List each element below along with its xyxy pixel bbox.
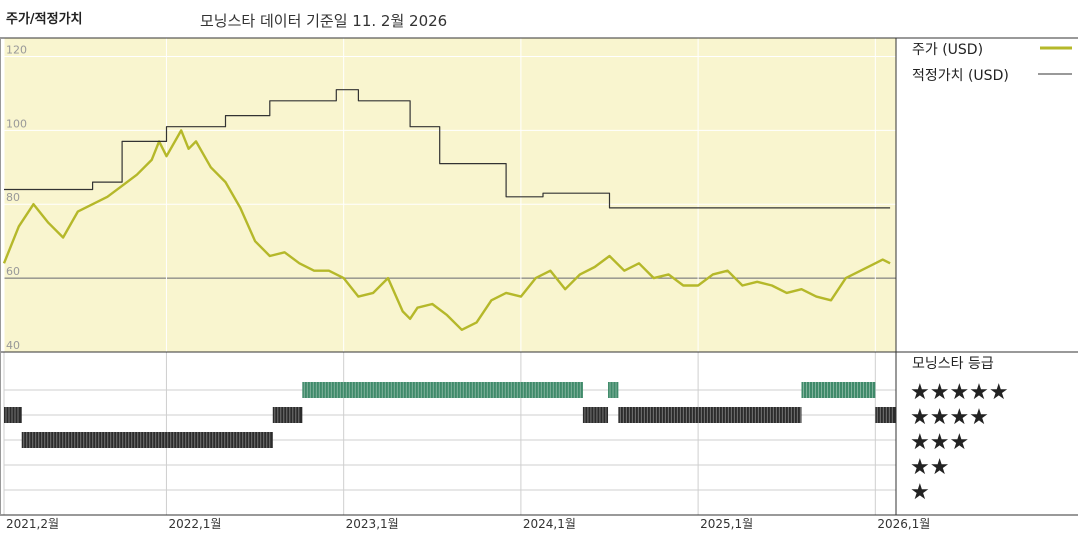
x-tick-label: 2022,1월 [168, 517, 221, 531]
rating-bar-4-star [875, 407, 896, 423]
chart-title: 주가/적정가치 [6, 12, 83, 27]
rating-bar-fill [618, 407, 802, 423]
rating-bar-fill [801, 382, 876, 398]
rating-title: 모닝스타 등급 [912, 356, 994, 372]
rating-bar-fill [4, 407, 22, 423]
rating-bar-5-star [302, 382, 583, 398]
price-panel-background [4, 38, 896, 352]
legend-fair-label: 적정가치 (USD) [912, 68, 1009, 84]
rating-bar-4-star [272, 407, 303, 423]
rating-4-stars: ★★★★ [910, 405, 989, 430]
chart-background [4, 38, 896, 352]
rating-bar-fill [875, 407, 896, 423]
rating-bar-fill [272, 407, 303, 423]
chart-legend: 주가 (USD) 적정가치 (USD) 모닝스타 등급 ★★★★★ ★★★★ ★… [910, 42, 1072, 505]
rating-2-stars: ★★ [910, 455, 949, 480]
y-tick-label: 120 [6, 43, 27, 56]
x-tick-label: 2025,1월 [700, 517, 753, 531]
rating-bar-4-star [618, 407, 802, 423]
rating-bar-3-star [21, 432, 273, 448]
rating-bar-5-star [608, 382, 619, 398]
y-tick-label: 40 [6, 339, 20, 352]
x-tick-label: 2023,1월 [346, 517, 399, 531]
y-tick-label: 80 [6, 191, 20, 204]
price-series-line [2, 129, 891, 331]
y-tick-label: 60 [6, 265, 20, 278]
x-tick-label: 2021,2월 [6, 517, 59, 531]
chart-series [2, 89, 891, 331]
rating-bar-fill [302, 382, 583, 398]
chart-gridlines [3, 38, 896, 515]
rating-bar-4-star [582, 407, 609, 423]
data-date-subtitle: 모닝스타 데이터 기준일 11. 2월 2026 [200, 12, 448, 30]
x-tick-label: 2026,1월 [877, 517, 930, 531]
fair-value-series-line [4, 89, 891, 209]
rating-bar-5-star [801, 382, 876, 398]
y-tick-label: 100 [6, 117, 27, 130]
rating-bar-fill [21, 432, 273, 448]
rating-1-star: ★ [910, 480, 930, 505]
legend-price-label: 주가 (USD) [912, 42, 983, 58]
rating-3-stars: ★★★ [910, 430, 969, 455]
chart-axes: 120 100 80 60 40 2021,2월 2022,1월 2023,1월 2024,1월… [0, 37, 1078, 531]
rating-bar-4-star [4, 407, 22, 423]
rating-5-stars: ★★★★★ [910, 380, 1009, 405]
rating-bars [4, 382, 896, 448]
rating-bar-fill [608, 382, 619, 398]
rating-bar-fill [582, 407, 609, 423]
x-tick-label: 2024,1월 [523, 517, 576, 531]
